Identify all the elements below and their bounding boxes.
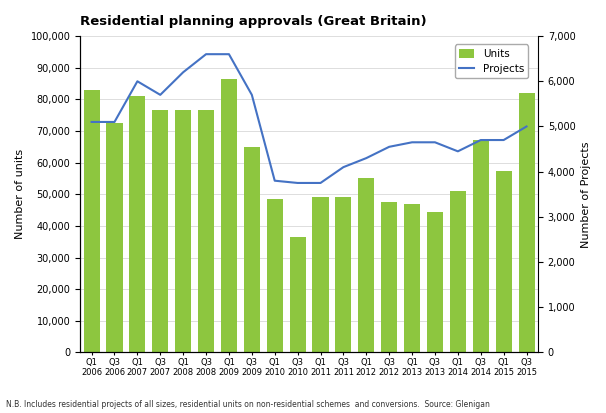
Y-axis label: Number of units: Number of units (15, 149, 25, 239)
Bar (450, 191, 466, 352)
Bar (244, 147, 260, 352)
Y-axis label: Number of Projects: Number of Projects (581, 141, 591, 247)
Bar (221, 79, 237, 352)
Bar (427, 211, 443, 352)
Bar (358, 178, 375, 352)
Bar (290, 237, 305, 352)
Text: Residential planning approvals (Great Britain): Residential planning approvals (Great Br… (80, 15, 427, 28)
Bar (404, 204, 420, 352)
Bar (473, 140, 489, 352)
Bar (84, 90, 99, 352)
Bar (335, 197, 351, 352)
Bar (175, 110, 191, 352)
Text: N.B. Includes residential projects of all sizes, residential units on non-reside: N.B. Includes residential projects of al… (6, 400, 490, 409)
Bar (129, 96, 145, 352)
Bar (496, 171, 511, 352)
Bar (198, 110, 214, 352)
Bar (267, 199, 283, 352)
Bar (381, 202, 397, 352)
Bar (107, 123, 122, 352)
Bar (519, 93, 534, 352)
Bar (313, 197, 328, 352)
Bar (152, 110, 168, 352)
Legend: Units, Projects: Units, Projects (454, 45, 528, 78)
